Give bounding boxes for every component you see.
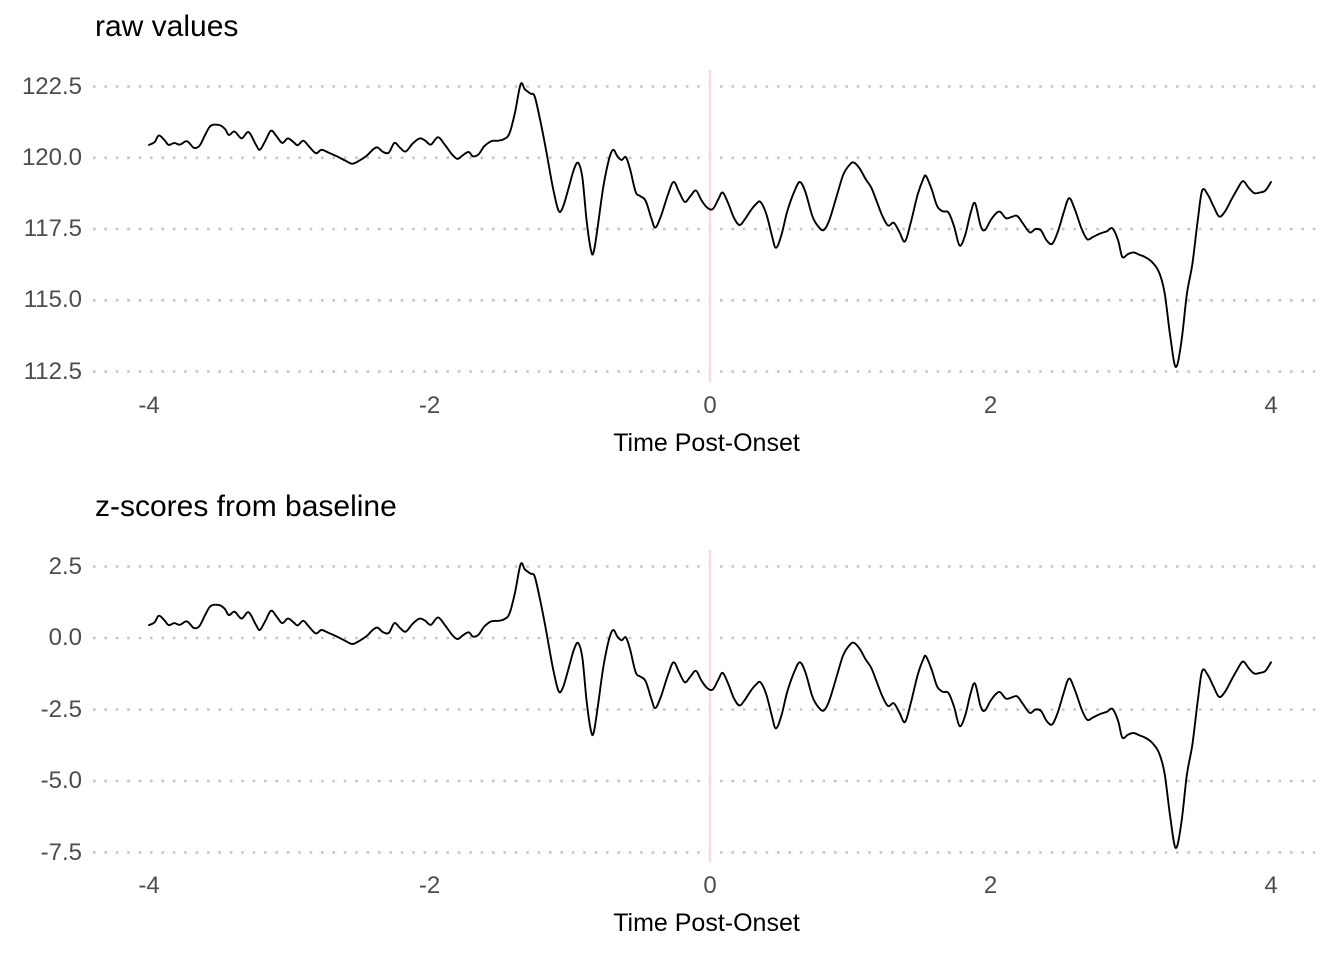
- y-tick-label: 122.5: [21, 72, 82, 100]
- y-tick-label: 115.0: [23, 286, 82, 314]
- x-tick-label: 4: [1264, 872, 1278, 899]
- x-axis-title: Time Post-Onset: [613, 429, 800, 457]
- plot-panel-z-scores: [93, 550, 1320, 862]
- chart-title-z-scores: z-scores from baseline: [95, 490, 397, 523]
- x-tick-label: -2: [418, 392, 441, 419]
- y-tick-label: 120.0: [21, 143, 82, 171]
- series-line: [148, 82, 1272, 368]
- y-tick-label: -2.5: [40, 695, 82, 723]
- x-tick-label: 4: [1264, 392, 1278, 419]
- x-tick-label: -4: [138, 872, 160, 899]
- x-axis-title: Time Post-Onset: [613, 909, 800, 937]
- x-tick-label: -2: [418, 872, 441, 899]
- plot-panel-raw-values: [93, 70, 1320, 382]
- x-tick-label: 2: [983, 392, 998, 419]
- y-tick-label: -7.5: [40, 838, 82, 866]
- x-tick-label: -4: [138, 392, 160, 419]
- series-line: [148, 562, 1272, 849]
- y-tick-label: 117.5: [23, 215, 82, 242]
- y-tick-label: -5.0: [40, 767, 82, 794]
- x-tick-label: 2: [983, 872, 998, 899]
- chart-title-raw-values: raw values: [95, 10, 239, 43]
- y-tick-label: 112.5: [23, 357, 82, 385]
- x-tick-label: 0: [703, 872, 717, 899]
- y-tick-label: 0.0: [48, 624, 82, 651]
- x-tick-label: 0: [703, 392, 717, 419]
- y-tick-label: 2.5: [48, 552, 82, 580]
